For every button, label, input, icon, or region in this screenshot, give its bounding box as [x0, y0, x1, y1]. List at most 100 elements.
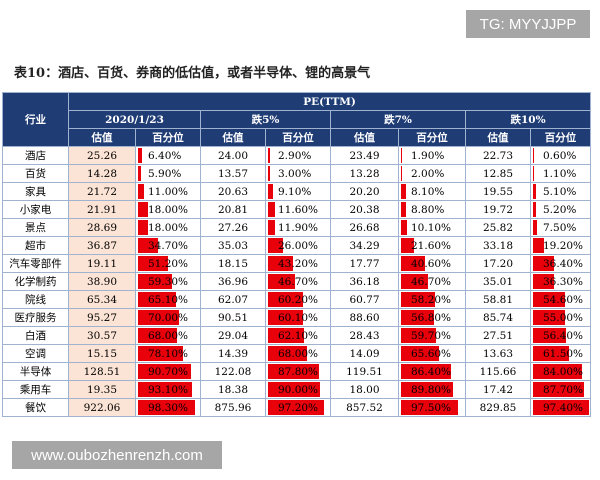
pe-value: 58.81: [465, 290, 531, 309]
percentile-bar: [138, 166, 142, 181]
pe-value: 17.42: [465, 380, 531, 399]
industry: 医疗服务: [2, 308, 69, 327]
percentile-text: 11.00%: [148, 185, 189, 198]
percentile-bar: [401, 274, 429, 289]
scenario-header: 2020/1/23: [68, 110, 201, 129]
percentile: 40.60%: [398, 254, 466, 273]
data-row: 百货 14.28 5.90% 13.57 3.00% 13.28 2.00% 12.85 1.1…: [2, 164, 592, 183]
sub-header: 估值: [465, 128, 531, 147]
percentile-bar: [138, 256, 168, 271]
percentile-text: 6.40%: [148, 149, 182, 162]
percentile: 43.20%: [265, 254, 331, 273]
pe-value: 13.28: [330, 164, 399, 183]
percentile: 46.70%: [265, 272, 331, 291]
pe-value: 65.34: [68, 290, 136, 309]
percentile: 1.10%: [529, 164, 592, 183]
pe-value: 20.38: [330, 200, 399, 219]
percentile-text: 90.70%: [148, 365, 189, 378]
percentile-text: 54.60%: [543, 293, 584, 306]
percentile: 11.60%: [265, 200, 331, 219]
percentile-text: 65.60%: [411, 347, 452, 360]
percentile: 0.60%: [529, 146, 592, 165]
data-row: 汽车零部件 19.11 51.20% 18.15 43.20% 17.77 40.60% 17…: [2, 254, 592, 273]
pe-value: 14.39: [200, 344, 266, 363]
industry: 汽车零部件: [2, 254, 69, 273]
percentile: 84.00%: [529, 362, 592, 381]
percentile-bar: [138, 274, 173, 289]
percentile: 8.10%: [398, 182, 466, 201]
sub-header: 估值: [200, 128, 266, 147]
percentile-bar: [533, 274, 555, 289]
pe-value: 829.85: [465, 398, 531, 417]
sub-header: 估值: [68, 128, 136, 147]
percentile-text: 62.10%: [278, 329, 319, 342]
percentile-bar: [138, 292, 176, 307]
percentile-bar: [533, 202, 537, 217]
percentile: 97.40%: [529, 398, 592, 417]
pe-value: 33.18: [465, 236, 531, 255]
pe-value: 28.69: [68, 218, 136, 237]
percentile-bar: [533, 238, 545, 253]
title: 表10：酒店、百货、券商的低估值，或者半导体、锂的高景气: [14, 66, 371, 81]
percentile: 90.00%: [265, 380, 331, 399]
percentile-text: 65.10%: [148, 293, 189, 306]
percentile-bar: [533, 292, 565, 307]
percentile: 26.00%: [265, 236, 331, 255]
percentile: 68.00%: [265, 344, 331, 363]
sub-header: 百分位: [398, 128, 466, 147]
percentile-text: 11.90%: [278, 221, 319, 234]
pe-value: 34.29: [330, 236, 399, 255]
percentile-text: 56.40%: [543, 329, 584, 342]
pe-value: 30.57: [68, 326, 136, 345]
percentile: 11.00%: [135, 182, 201, 201]
percentile-text: 36.40%: [543, 257, 584, 270]
percentile: 51.20%: [135, 254, 201, 273]
percentile-text: 78.10%: [148, 347, 189, 360]
pe-value: 27.26: [200, 218, 266, 237]
percentile: 2.90%: [265, 146, 331, 165]
sub-header: 百分位: [135, 128, 201, 147]
percentile-text: 40.60%: [411, 257, 452, 270]
percentile-text: 8.80%: [411, 203, 445, 216]
pe-value: 115.66: [465, 362, 531, 381]
percentile-bar: [138, 202, 149, 217]
percentile-bar: [268, 148, 270, 163]
percentile: 54.60%: [529, 290, 592, 309]
percentile-text: 90.00%: [278, 383, 319, 396]
percentile: 56.80%: [398, 308, 466, 327]
percentile-text: 60.20%: [278, 293, 319, 306]
industry: 半导体: [2, 362, 69, 381]
scenario-header: 跌5%: [200, 110, 331, 129]
pe-value: 35.03: [200, 236, 266, 255]
percentile: 2.00%: [398, 164, 466, 183]
percentile: 5.90%: [135, 164, 201, 183]
percentile-bar: [138, 364, 191, 379]
watermark: TG: MYYJJPP: [466, 10, 590, 38]
industry: 景点: [2, 218, 69, 237]
percentile-bar: [138, 148, 142, 163]
pe-value: 36.87: [68, 236, 136, 255]
percentile-bar: [401, 256, 425, 271]
percentile-bar: [533, 346, 569, 361]
percentile-text: 11.60%: [278, 203, 319, 216]
percentile-bar: [138, 400, 195, 415]
pe-value: 38.90: [68, 272, 136, 291]
pe-value: 19.35: [68, 380, 136, 399]
percentile: 18.00%: [135, 200, 201, 219]
percentile-bar: [401, 184, 406, 199]
industry: 化学制药: [2, 272, 69, 291]
percentile-bar: [268, 202, 275, 217]
percentile-text: 46.70%: [411, 275, 452, 288]
percentile-bar: [268, 328, 305, 343]
data-row: 餐饮 922.06 98.30% 875.96 97.20% 857.52 97.50% 82…: [2, 398, 592, 417]
data-row: 半导体 128.51 90.70% 122.08 87.80% 119.51 86.40% 1…: [2, 362, 592, 381]
pe-value: 24.00: [200, 146, 266, 165]
percentile-bar: [401, 166, 403, 181]
pe-value: 14.28: [68, 164, 136, 183]
percentile-text: 5.90%: [148, 167, 182, 180]
percentile: 21.60%: [398, 236, 466, 255]
pe-value: 22.73: [465, 146, 531, 165]
percentile-text: 61.50%: [543, 347, 584, 360]
percentile-text: 18.00%: [148, 203, 189, 216]
